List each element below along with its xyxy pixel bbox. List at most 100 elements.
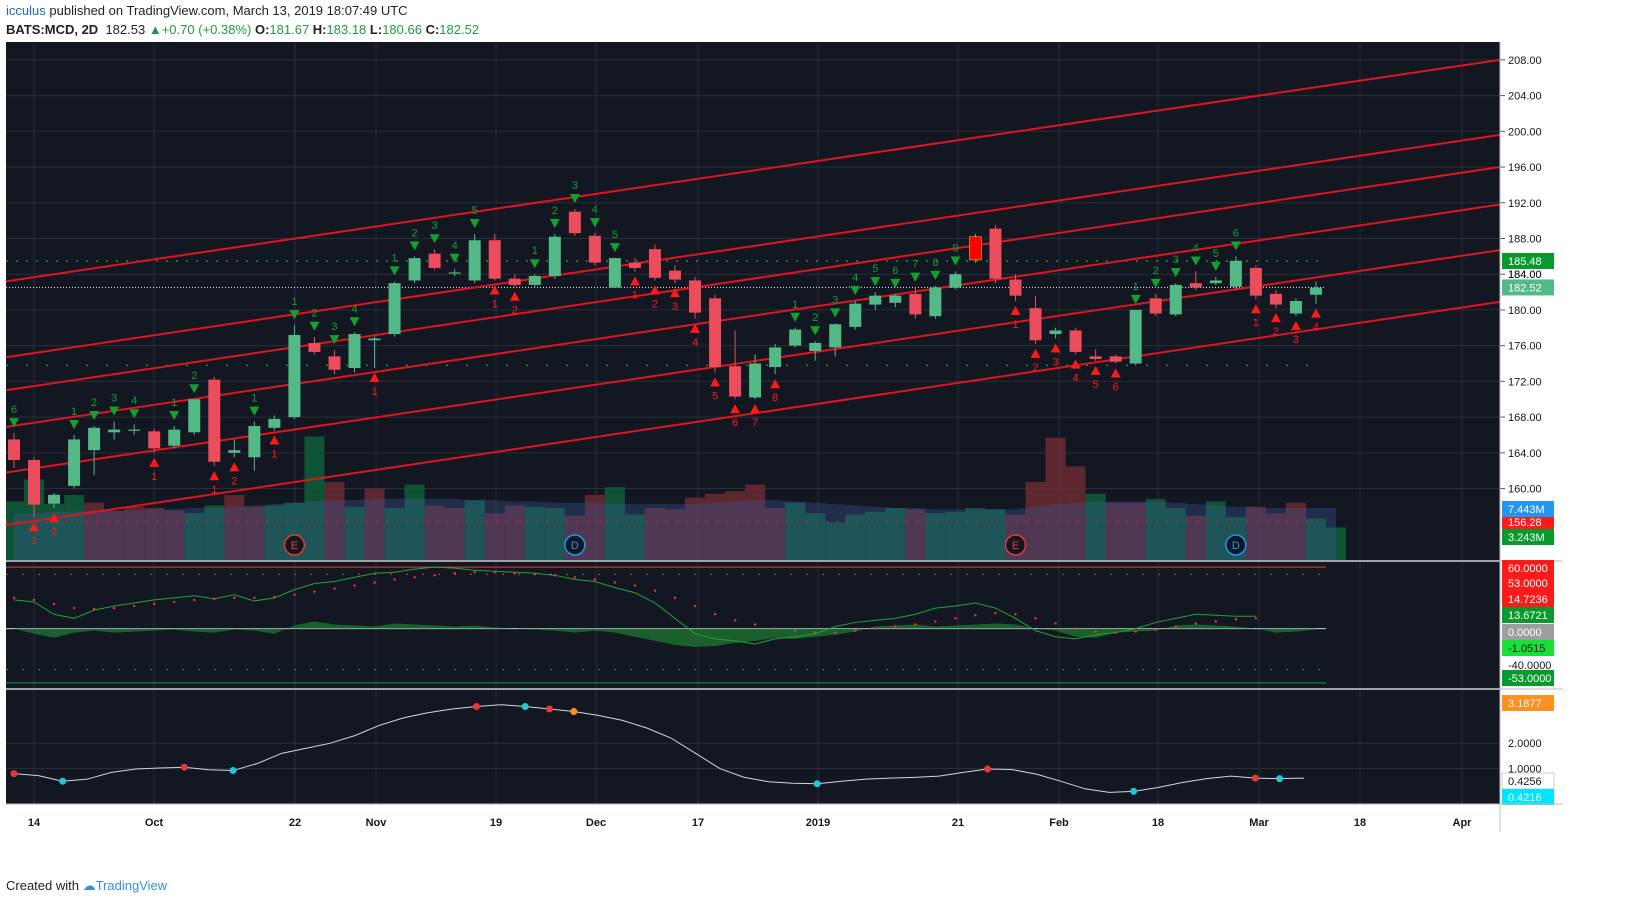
td-sell-setup-triangle (349, 317, 360, 327)
td-sell-setup-triangle (1230, 241, 1241, 251)
footer: Created with ☁TradingView (6, 878, 167, 894)
candle-body (1049, 330, 1062, 335)
x-axis-label: Apr (1453, 817, 1473, 829)
td-count-label: 3 (1293, 334, 1299, 346)
td-sell-setup-triangle (329, 335, 340, 345)
oscillator-axis-tag-label: -1.0515 (1508, 643, 1545, 655)
candle-body (388, 283, 401, 335)
td-sell-setup-triangle (389, 266, 400, 276)
oscillator-signal-dot (914, 623, 917, 626)
td-sell-setup-triangle (1150, 278, 1161, 288)
candle-body (228, 450, 241, 453)
volume-bar (6, 501, 24, 560)
td-count-label: 4 (1073, 373, 1079, 385)
volume-bar (925, 513, 946, 560)
td-count-label: 8 (772, 392, 778, 404)
oscillator2-line (13, 704, 1305, 793)
volume-bar (985, 509, 1006, 560)
volume-bar (1105, 502, 1126, 560)
td-sell-setup-triangle (249, 406, 260, 416)
time-axis-background (6, 804, 1563, 832)
td-count-label: 1 (392, 252, 398, 264)
td-count-label: 3 (331, 321, 337, 333)
oscillator2-marker-dot (472, 702, 480, 710)
oscillator-axis-tag-label: 60.0000 (1508, 563, 1548, 575)
candle-body (889, 295, 902, 303)
td-count-label: 4 (592, 204, 598, 216)
td-count-label: 5 (472, 205, 478, 217)
td-sell-setup-triangle (409, 241, 420, 251)
oscillator-signal-dot (333, 587, 336, 590)
price-axis-tag-label: 182.52 (1508, 282, 1542, 294)
td-count-label: 3 (832, 294, 838, 306)
volume-bar (544, 508, 565, 560)
x-axis-label: Oct (145, 817, 164, 829)
volume-bar (1125, 502, 1146, 560)
td-count-label: 2 (1032, 362, 1038, 374)
oscillator-axis-tag (1502, 640, 1554, 656)
volume-bar (264, 505, 285, 560)
td-count-label: 7 (752, 417, 758, 429)
td-buy-setup-triangle (690, 323, 701, 333)
td-count-label: 4 (351, 303, 357, 315)
author-link[interactable]: icculus (6, 3, 46, 18)
volume-bar (464, 500, 485, 560)
candle-body (368, 338, 381, 341)
td-buy-setup-triangle (149, 457, 160, 467)
oscillator-signal-dot (733, 619, 737, 622)
oscillator-signal-dot (1234, 618, 1238, 621)
price-axis-tag-label: 185.48 (1508, 256, 1542, 268)
volume-bar (945, 511, 966, 560)
oscillator-signal-dot (293, 593, 296, 596)
x-axis-label: Mar (1249, 817, 1269, 829)
td-count-label: 2 (412, 227, 418, 239)
oscillator2-marker-dot (570, 708, 578, 716)
td-count-label: 1 (532, 245, 538, 257)
td-count-label: 2 (512, 305, 518, 317)
volume-bar (685, 497, 706, 560)
td-count-label: 3 (672, 301, 678, 313)
y-axis-label: 164.00 (1508, 448, 1542, 460)
tradingview-link[interactable]: TradingView (95, 878, 168, 893)
oscillator-signal-dot (213, 597, 216, 601)
candle-body (1129, 309, 1142, 364)
oscillator-signal-dot (954, 617, 957, 620)
td-count-label: 6 (1233, 227, 1239, 239)
oscillator2-marker-dot (1251, 774, 1259, 782)
volume-bar (1305, 518, 1326, 560)
candle-body (1209, 280, 1222, 284)
volume-bar (705, 493, 726, 560)
oscillator-signal-dot (934, 620, 937, 623)
candle-body (1169, 284, 1182, 315)
oscillator-signal-dot (854, 629, 857, 632)
oscillator-signal-dot (1134, 630, 1137, 633)
close-label: C: (425, 22, 440, 37)
y-axis-label: 184.00 (1508, 269, 1542, 281)
volume-bar (1325, 527, 1346, 560)
oscillator-signal-dot (673, 596, 677, 600)
td-sell-setup-triangle (790, 312, 801, 322)
oscillator-signal-dot (1034, 617, 1037, 620)
td-count-label: 4 (692, 337, 698, 349)
dividend-marker-label: D (571, 540, 579, 552)
volume-axis-tag (1502, 501, 1554, 517)
td-count-label: 3 (1173, 254, 1179, 266)
volume-axis-tag (1502, 529, 1554, 545)
candle-body (709, 298, 722, 368)
candle-body (608, 258, 621, 288)
oscillator-signal-dot (72, 606, 76, 610)
td-sell-setup-triangle (1190, 256, 1201, 266)
dividend-marker (1225, 534, 1247, 556)
open-value: 181.67 (269, 22, 310, 37)
volume-bar (424, 505, 445, 560)
candle-body (668, 270, 681, 280)
oscillator-signal-dot (153, 602, 156, 606)
td-sell-setup-triangle (189, 384, 200, 394)
oscillator-signal-dot (393, 578, 396, 581)
candle-body (1269, 293, 1282, 305)
earnings-marker-label: E (291, 540, 298, 552)
td-buy-setup-triangle (509, 291, 520, 301)
oscillator2-marker-dot (521, 702, 529, 710)
td-buy-setup-triangle (1310, 308, 1321, 318)
chart-area[interactable]: 14Oct22Nov19Dec17201921Feb18Mar18Apr14Oc… (6, 42, 1563, 832)
